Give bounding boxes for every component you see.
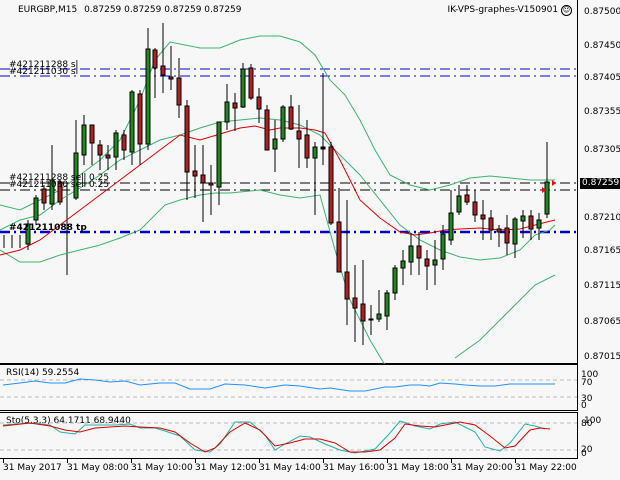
time-tick [67, 458, 68, 463]
time-tick [451, 458, 452, 463]
order-line-label: #421211030 sell 0.25 [9, 180, 110, 190]
stochastic-pane[interactable] [0, 412, 578, 459]
price-label: 0.87015 [584, 352, 620, 362]
time-label: 31 May 08:00 [67, 463, 129, 473]
order-line-label: #421211030 sl [9, 67, 79, 77]
time-label: 31 May 10:00 [131, 463, 193, 473]
time-label: 31 May 14:00 [259, 463, 321, 473]
time-tick [131, 458, 132, 463]
order-line-label: #421211288 sell 0.25 [9, 173, 110, 183]
price-label: 0.87355 [584, 107, 620, 117]
order-line-label: #421211288 sl [9, 60, 79, 70]
rsi-pane[interactable] [0, 364, 578, 411]
stochastic-title: Sto(5,3,3) 64.1711 68.9440 [6, 416, 131, 426]
price-axis[interactable]: 0.87500 0.87450 0.87405 0.87355 0.87305 … [578, 0, 620, 364]
smiley-icon: ☺ [561, 5, 572, 16]
sto-level: 0 [581, 449, 587, 459]
time-label: 31 May 22:00 [515, 463, 577, 473]
price-label: 0.87115 [584, 281, 620, 291]
main-chart-pane[interactable] [0, 0, 578, 364]
time-tick [195, 458, 196, 463]
expert-name: IK-VPS-graphes-V150901 [447, 5, 559, 15]
time-label: 31 May 12:00 [195, 463, 257, 473]
price-label: 0.87210 [584, 213, 620, 223]
price-label: 0.87500 [584, 7, 620, 17]
rsi-level: 30 [581, 394, 593, 404]
sto-level: 80 [581, 419, 593, 429]
sto-level: 100 [584, 416, 602, 426]
order-line-label: #421211088 tp [9, 223, 87, 233]
price-label: 0.87405 [584, 73, 620, 83]
time-label: 31 May 2017 [3, 463, 62, 473]
rsi-level: 0 [581, 401, 587, 411]
time-tick [259, 458, 260, 463]
time-tick [323, 458, 324, 463]
time-label: 31 May 20:00 [451, 463, 513, 473]
symbol-label: EURGBP,M15 [18, 5, 78, 15]
price-label: 0.87065 [584, 317, 620, 327]
current-price-tag: 0.87259 [580, 178, 620, 189]
ohlc-values: 0.87259 0.87259 0.87259 0.87259 [84, 5, 242, 15]
time-tick [387, 458, 388, 463]
price-label: 0.87450 [584, 41, 620, 51]
price-label: 0.87165 [584, 246, 620, 256]
rsi-level: 100 [581, 370, 599, 380]
time-label: 31 May 18:00 [387, 463, 449, 473]
rsi-level: 70 [581, 378, 593, 388]
chart-header: EURGBP,M15 0.87259 0.87259 0.87259 0.872… [18, 5, 242, 15]
sto-level: 20 [581, 445, 593, 455]
expert-label: IK-VPS-graphes-V150901 ☺ [447, 5, 572, 16]
time-label: 31 May 16:00 [323, 463, 385, 473]
rsi-title: RSI(14) 59.2554 [6, 368, 80, 378]
time-tick [515, 458, 516, 463]
time-tick [3, 458, 4, 463]
price-label: 0.87305 [584, 145, 620, 155]
